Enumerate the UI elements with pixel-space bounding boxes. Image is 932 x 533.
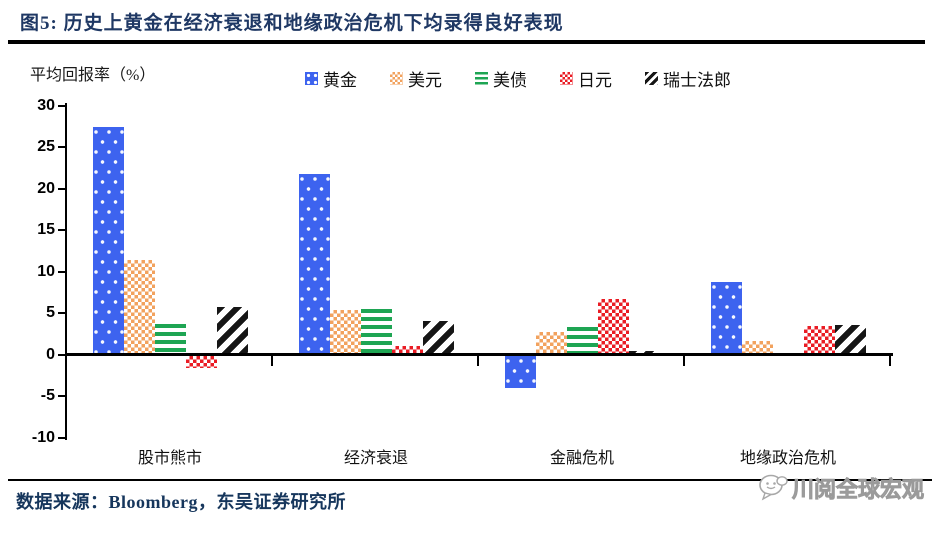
y-axis-tick — [58, 353, 65, 356]
legend-item-日元: 日元 — [560, 66, 612, 91]
x-axis-tick — [477, 354, 479, 366]
legend-label: 黄金 — [323, 71, 357, 90]
data-source-note: 数据来源：Bloomberg，东吴证券研究所 — [16, 492, 346, 512]
legend-label: 瑞士法郎 — [663, 71, 731, 90]
title-separator-line — [8, 40, 925, 44]
legend-marker-icon — [645, 72, 658, 85]
bar-美元-经济衰退 — [330, 309, 361, 353]
watermark: 川阅全球宏观 — [758, 472, 924, 504]
bar-黄金-金融危机 — [505, 356, 536, 389]
bar-美元-地缘政治危机 — [742, 341, 773, 353]
legend-item-瑞士法郎: 瑞士法郎 — [645, 66, 731, 91]
legend-marker-icon — [305, 72, 318, 85]
y-axis-tick — [58, 395, 65, 397]
y-axis-tick-label: -10 — [31, 428, 55, 446]
legend-label: 美元 — [408, 71, 442, 90]
y-axis-tick-label: 15 — [37, 221, 55, 238]
x-axis-category-label: 经济衰退 — [343, 450, 408, 467]
y-axis-tick — [58, 104, 65, 107]
bar-瑞士法郎-股市熊市 — [217, 307, 248, 353]
legend-label: 日元 — [578, 71, 612, 90]
y-axis-tick-label: 20 — [37, 179, 55, 197]
legend-marker-icon — [475, 72, 488, 85]
y-axis-tick-label: 10 — [37, 262, 55, 280]
x-axis-category-label: 金融危机 — [549, 450, 614, 467]
bar-美债-金融危机 — [567, 327, 598, 353]
y-axis-tick — [58, 187, 65, 190]
legend-marker-icon — [390, 72, 403, 85]
y-axis-tick-label: 30 — [37, 96, 55, 114]
bar-日元-股市熊市 — [186, 356, 217, 369]
legend-item-黄金: 黄金 — [305, 66, 357, 91]
y-axis-tick-label: 5 — [46, 304, 55, 321]
bar-瑞士法郎-金融危机 — [629, 350, 660, 353]
x-axis-category-label: 地缘政治危机 — [739, 450, 836, 467]
legend-marker-icon — [560, 72, 573, 85]
y-axis-tick — [58, 146, 65, 148]
y-axis-title: 平均回报率（%） — [30, 67, 156, 84]
legend-label: 美债 — [493, 71, 527, 90]
bar-瑞士法郎-经济衰退 — [423, 320, 454, 353]
bar-黄金-经济衰退 — [299, 173, 330, 353]
y-axis-line — [65, 103, 67, 440]
y-axis-tick-label: 25 — [37, 138, 55, 155]
y-axis-tick — [58, 312, 65, 314]
legend-item-美债: 美债 — [475, 66, 527, 91]
x-axis-category-label: 股市熊市 — [137, 450, 202, 467]
watermark-text: 川阅全球宏观 — [791, 477, 925, 503]
y-axis-tick — [58, 270, 65, 273]
y-axis-tick — [58, 229, 65, 231]
x-axis-tick — [889, 354, 891, 366]
x-axis-tick — [271, 354, 273, 366]
y-axis-tick-label: -5 — [40, 387, 55, 404]
chart-legend: 黄金 美元 美债 日元 瑞士法郎 — [305, 66, 731, 91]
bar-瑞士法郎-地缘政治危机 — [835, 324, 866, 353]
bar-日元-经济衰退 — [392, 345, 423, 353]
bar-日元-金融危机 — [598, 299, 629, 353]
bar-美债-经济衰退 — [361, 309, 392, 353]
bar-日元-地缘政治危机 — [804, 326, 835, 353]
bar-美元-股市熊市 — [124, 260, 155, 353]
y-axis-tick-label: 0 — [46, 345, 55, 363]
y-axis-tick — [58, 436, 65, 439]
wechat-bubble-icon — [759, 474, 788, 501]
bar-黄金-股市熊市 — [93, 127, 124, 353]
x-axis-zero-line — [65, 353, 893, 356]
figure-title: 图5: 历史上黄金在经济衰退和地缘政治危机下均录得良好表现 — [20, 13, 564, 34]
legend-item-美元: 美元 — [390, 66, 442, 91]
bar-美债-股市熊市 — [155, 323, 186, 353]
bar-黄金-地缘政治危机 — [711, 281, 742, 353]
footer-separator-line — [8, 479, 932, 481]
x-axis-tick — [683, 354, 685, 366]
bar-美元-金融危机 — [536, 332, 567, 353]
